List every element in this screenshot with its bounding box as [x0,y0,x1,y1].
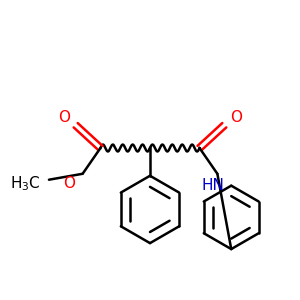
Text: H$_3$C: H$_3$C [10,174,40,193]
Text: O: O [63,176,75,191]
Text: HN: HN [202,178,225,193]
Text: O: O [230,110,242,125]
Text: O: O [58,110,70,125]
